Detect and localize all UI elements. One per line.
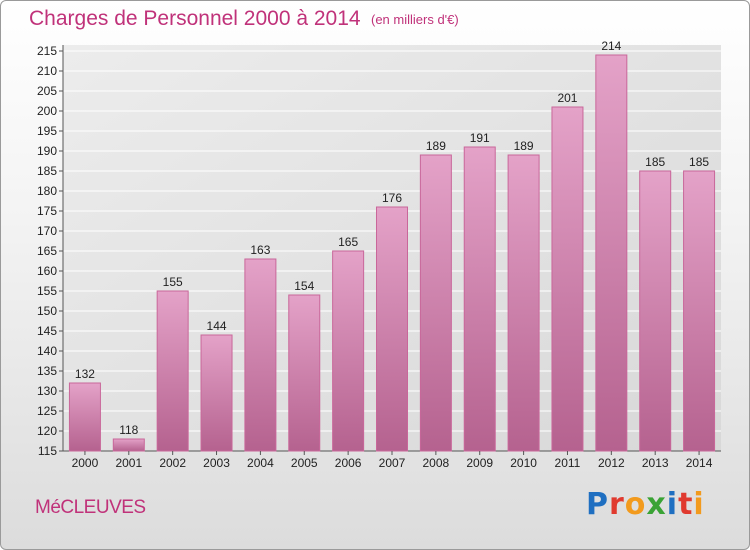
y-tick-label: 115 — [38, 444, 57, 458]
proxiti-logo: Proxiti — [586, 487, 705, 522]
logo-letter: i — [666, 487, 679, 522]
x-tick-label: 2011 — [555, 456, 581, 470]
bar — [68, 382, 101, 452]
y-tick-label: 130 — [37, 384, 57, 398]
logo-letter: x — [646, 487, 667, 522]
bar — [200, 334, 233, 452]
bar — [332, 250, 365, 452]
y-tick-label: 160 — [37, 264, 57, 278]
chart-subtitle: (en milliers d'€) — [371, 12, 459, 27]
bar — [419, 154, 452, 452]
bar-value-label: 132 — [75, 367, 95, 381]
y-tick-label: 165 — [37, 244, 57, 258]
y-tick-label: 215 — [37, 44, 57, 58]
bar — [551, 106, 584, 452]
bar-value-label: 189 — [426, 139, 446, 153]
y-tick-label: 170 — [37, 224, 57, 238]
bar — [507, 154, 540, 452]
logo-letter: o — [624, 487, 647, 522]
x-tick-label: 2012 — [598, 456, 625, 470]
x-tick-label: 2008 — [423, 456, 450, 470]
bar — [288, 294, 321, 452]
y-tick-label: 210 — [37, 64, 57, 78]
y-tick-label: 200 — [37, 104, 57, 118]
bar-value-label: 191 — [470, 131, 490, 145]
chart-title: Charges de Personnel 2000 à 2014 — [29, 7, 361, 30]
bar-value-label: 163 — [250, 243, 270, 257]
bar — [112, 438, 145, 452]
y-tick-label: 195 — [37, 124, 57, 138]
bar — [244, 258, 277, 452]
y-tick-label: 175 — [37, 204, 57, 218]
bar-value-label: 185 — [645, 155, 665, 169]
x-tick-label: 2010 — [510, 456, 537, 470]
y-tick-label: 140 — [37, 344, 57, 358]
bar-value-label: 214 — [601, 39, 621, 53]
y-tick-label: 185 — [37, 164, 57, 178]
bar-value-label: 165 — [338, 235, 358, 249]
x-tick-label: 2002 — [159, 456, 186, 470]
y-tick-label: 120 — [37, 424, 57, 438]
x-tick-label: 2004 — [247, 456, 274, 470]
y-tick-label: 205 — [37, 84, 57, 98]
bar-value-label: 155 — [163, 275, 183, 289]
x-tick-label: 2009 — [466, 456, 493, 470]
x-tick-label: 2000 — [72, 456, 99, 470]
logo-letter: r — [609, 487, 625, 522]
logo-letter: P — [586, 487, 609, 522]
commune-name: MéCLEUVES — [35, 497, 146, 518]
bar — [639, 170, 672, 452]
bar-value-label: 154 — [294, 279, 314, 293]
bar-value-label: 185 — [689, 155, 709, 169]
x-tick-label: 2001 — [115, 456, 142, 470]
bar-value-label: 189 — [514, 139, 534, 153]
y-tick-label: 155 — [37, 284, 57, 298]
bar — [463, 146, 496, 452]
bar — [683, 170, 716, 452]
bar-value-label: 144 — [207, 319, 227, 333]
y-tick-label: 150 — [37, 304, 57, 318]
y-tick-label: 135 — [37, 364, 57, 378]
y-tick-label: 180 — [37, 184, 57, 198]
x-tick-label: 2007 — [379, 456, 406, 470]
plot-area: 115 120 125 130 135 140 145 150 155 160 165 170 175 1… — [37, 39, 721, 470]
bar — [595, 54, 628, 452]
x-tick-label: 2014 — [686, 456, 713, 470]
bar-value-label: 201 — [557, 91, 577, 105]
bar — [376, 206, 408, 452]
y-tick-label: 125 — [37, 404, 57, 418]
x-tick-label: 2005 — [291, 456, 318, 470]
bar-value-label: 176 — [382, 191, 402, 205]
y-tick-label: 145 — [37, 324, 57, 338]
bar — [156, 290, 189, 452]
bar-value-label: 118 — [119, 423, 138, 437]
x-tick-label: 2013 — [642, 456, 669, 470]
x-tick-label: 2003 — [203, 456, 230, 470]
logo-letter: t — [678, 487, 694, 522]
x-tick-label: 2006 — [335, 456, 362, 470]
y-tick-label: 190 — [37, 144, 57, 158]
logo-letter: i — [693, 487, 705, 522]
